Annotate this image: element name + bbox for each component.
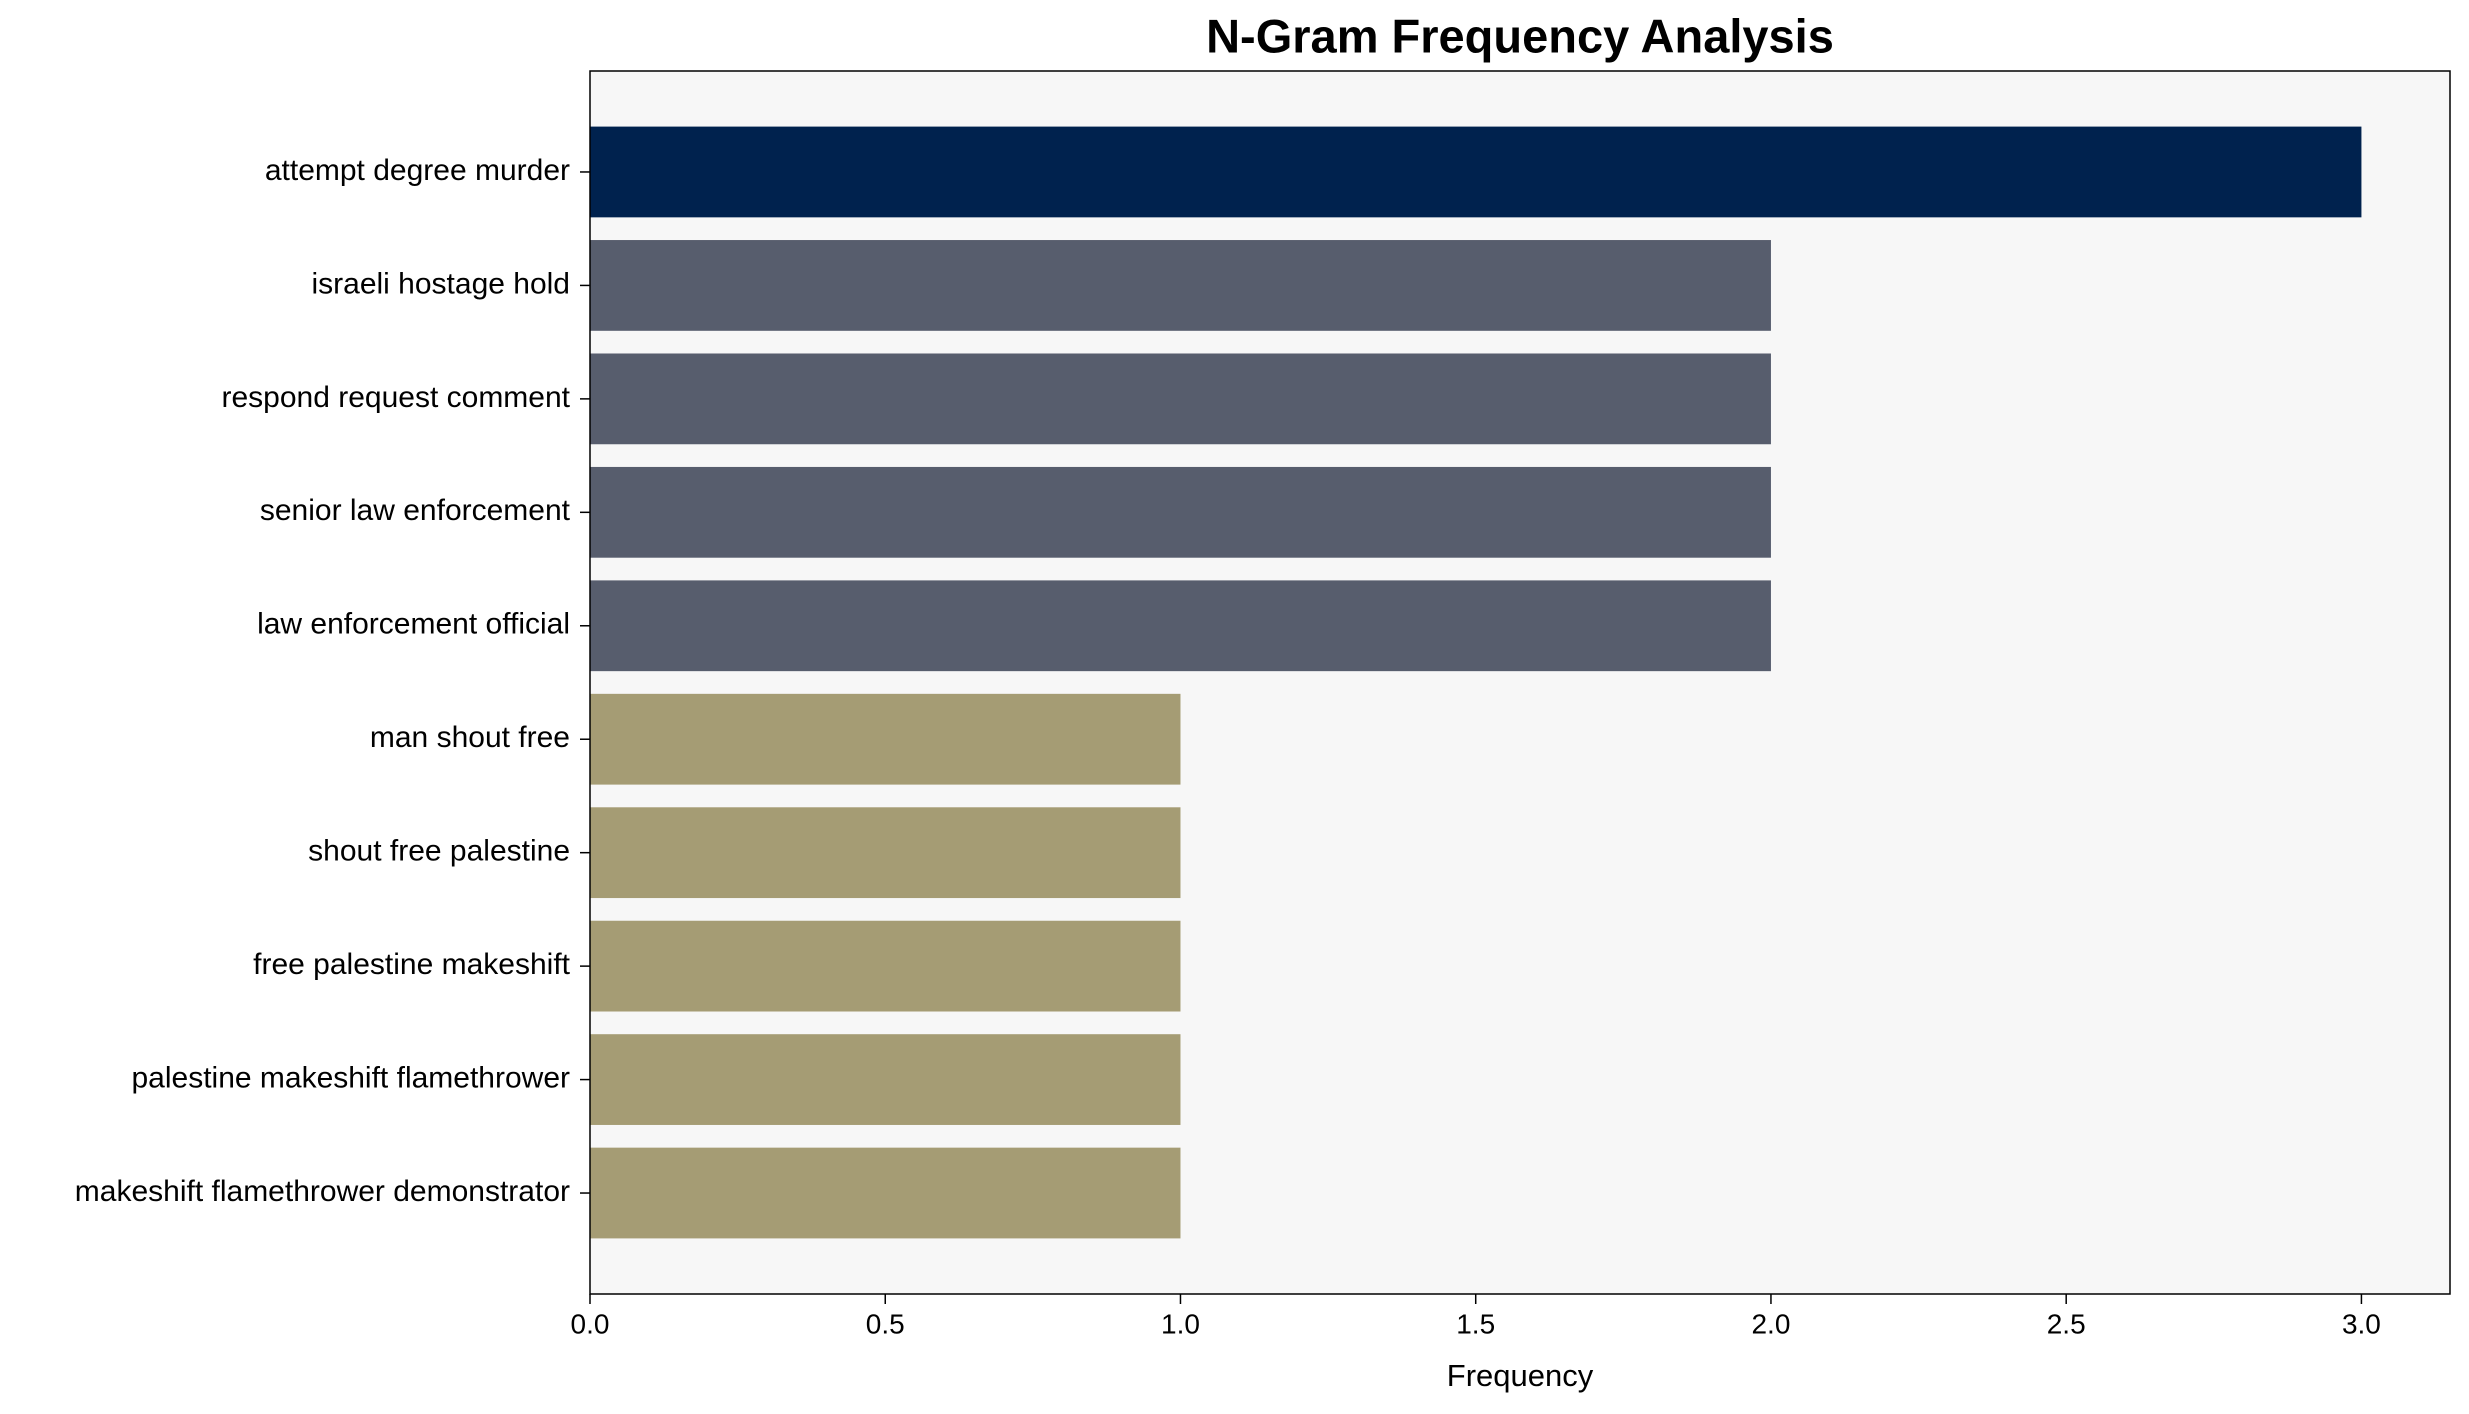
x-tick-label: 2.5	[2047, 1308, 2086, 1339]
bar	[590, 693, 1181, 785]
y-tick-label: palestine makeshift flamethrower	[131, 1061, 570, 1094]
y-tick-label: respond request comment	[221, 381, 570, 414]
plot-frame	[589, 70, 2451, 1295]
x-axis-label: Frequency	[1447, 1358, 1594, 1393]
y-tick-label: man shout free	[370, 721, 570, 754]
bar	[590, 1147, 1181, 1239]
bar	[590, 466, 1771, 558]
y-tick-label: attempt degree murder	[265, 154, 570, 187]
x-tick-label: 3.0	[2342, 1308, 2381, 1339]
y-tick-label: law enforcement official	[257, 608, 570, 641]
x-tick-label: 1.0	[1161, 1308, 1200, 1339]
y-tick-label: makeshift flamethrower demonstrator	[75, 1175, 570, 1208]
x-tick-label: 2.0	[1751, 1308, 1790, 1339]
bar	[590, 920, 1181, 1012]
bar	[590, 126, 2362, 218]
bar	[590, 807, 1181, 899]
x-tick-label: 1.5	[1456, 1308, 1495, 1339]
y-tick-label: senior law enforcement	[260, 494, 571, 527]
bar	[590, 1034, 1181, 1125]
x-tick-label: 0.5	[866, 1308, 905, 1339]
y-tick-label: free palestine makeshift	[253, 948, 570, 981]
y-tick-label: israeli hostage hold	[311, 267, 570, 300]
y-tick-label: shout free palestine	[308, 835, 570, 868]
bar	[590, 353, 1771, 445]
bar	[590, 240, 1771, 331]
chart-title: N-Gram Frequency Analysis	[1206, 9, 1834, 62]
x-tick-label: 0.0	[571, 1308, 610, 1339]
bar	[590, 580, 1771, 672]
